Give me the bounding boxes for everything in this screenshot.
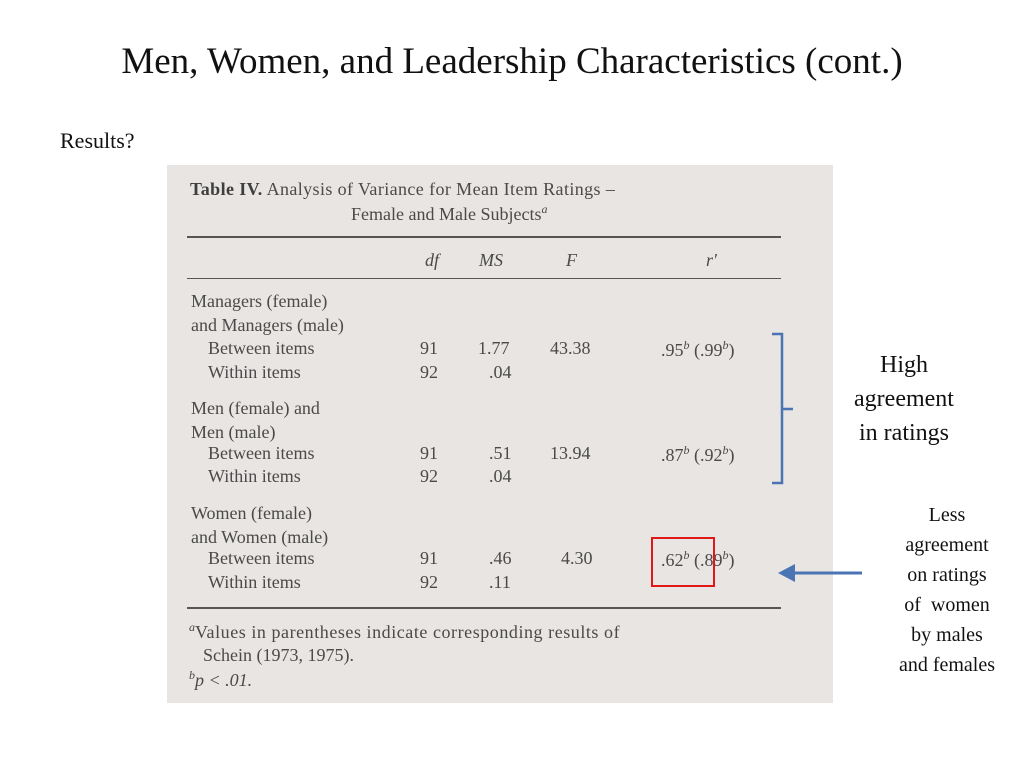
cell-ms: 1.77 <box>478 338 510 358</box>
footnote-a: aValues in parentheses indicate correspo… <box>189 620 621 642</box>
cell-f: 43.38 <box>550 338 591 358</box>
cell-r: .87b (.92b) <box>661 443 735 465</box>
cell-df: 91 <box>420 338 438 358</box>
table-label: Table IV. <box>190 179 263 199</box>
cell-r: .62b (.89b) <box>661 548 735 570</box>
header-rule <box>187 278 781 279</box>
group-name: Men (male) <box>191 422 276 442</box>
annotation-high-agreement: High agreement in ratings <box>854 352 954 446</box>
slide-subhead: Results? <box>60 128 135 153</box>
cell-ms: .04 <box>489 466 512 486</box>
footnote-a-cont: Schein (1973, 1975). <box>203 645 354 665</box>
group-name: Women (female) <box>191 503 312 523</box>
table-title-line1: Table IV. Analysis of Variance for Mean … <box>190 179 615 200</box>
arrow-head <box>778 564 795 582</box>
group-name: Men (female) and <box>191 398 320 418</box>
cell-df: 92 <box>420 466 438 486</box>
row-label: Between items <box>208 443 315 463</box>
cell-ms: .51 <box>489 443 512 463</box>
cell-f: 4.30 <box>561 548 593 568</box>
group-name: and Managers (male) <box>191 315 344 335</box>
footnote-b: bp < .01. <box>189 668 253 690</box>
group-name: Managers (female) <box>191 291 328 311</box>
bottom-rule <box>187 607 781 609</box>
row-label: Within items <box>208 466 301 486</box>
table-title-text: Analysis of Variance for Mean Item Ratin… <box>266 179 616 199</box>
cell-f: 13.94 <box>550 443 591 463</box>
annotation-less-agreement: Less agreement on ratings of women by ma… <box>898 504 996 676</box>
group-men: Men (female) and Men (male) <box>191 396 320 444</box>
group-women: Women (female) and Women (male) <box>191 501 328 549</box>
cell-df: 92 <box>420 572 438 592</box>
cell-df: 91 <box>420 443 438 463</box>
col-header-r: r′ <box>706 250 717 270</box>
col-header-ms: MS <box>479 250 503 270</box>
row-label: Between items <box>208 338 315 358</box>
cell-r: .95b (.99b) <box>661 338 735 360</box>
row-label: Within items <box>208 572 301 592</box>
cell-df: 91 <box>420 548 438 568</box>
cell-ms: .46 <box>489 548 512 568</box>
cell-df: 92 <box>420 362 438 382</box>
cell-ms: .11 <box>489 572 511 592</box>
highlight-box <box>651 537 715 587</box>
group-managers: Managers (female) and Managers (male) <box>191 289 344 337</box>
agreement-bracket <box>772 332 793 485</box>
col-header-f: F <box>566 250 577 270</box>
row-label: Within items <box>208 362 301 382</box>
col-header-df: df <box>425 250 440 270</box>
title-footnote-mark: a <box>541 202 548 216</box>
cell-ms: .04 <box>489 362 512 382</box>
top-rule <box>187 236 781 238</box>
row-label: Between items <box>208 548 315 568</box>
table-title-line2: Female and Male Subjectsa <box>351 202 548 224</box>
slide-title: Men, Women, and Leadership Characteristi… <box>121 41 903 82</box>
scanned-table-image: Table IV. Analysis of Variance for Mean … <box>167 165 833 703</box>
group-name: and Women (male) <box>191 527 329 547</box>
